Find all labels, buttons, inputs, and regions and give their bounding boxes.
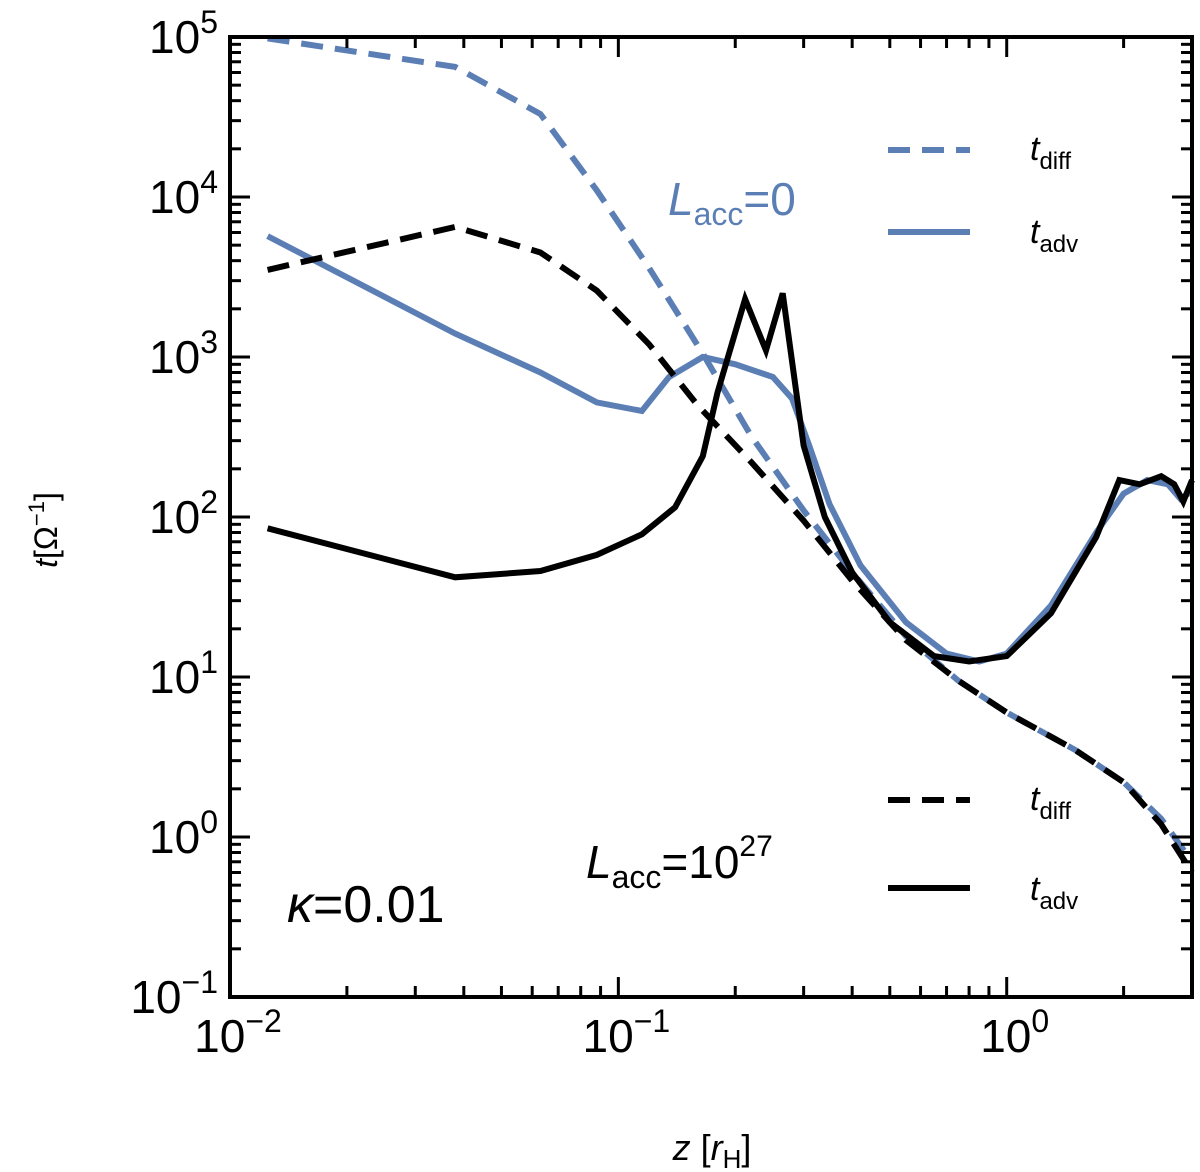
y-axis-label: t[Ω−1] xyxy=(24,492,64,568)
series-line-Lacc27-diff xyxy=(266,223,1195,875)
legend-label-diff-blue: tdiff xyxy=(1030,130,1071,175)
x-tick-label: 100 xyxy=(980,1003,1049,1062)
series-line-Lacc0-adv xyxy=(266,233,1194,665)
legend-label-diff-black: tdiff xyxy=(1030,780,1071,825)
x-axis-label: z [rH] xyxy=(672,1127,752,1172)
y-tick-label: 10−1 xyxy=(130,964,218,1023)
series-line-Lacc27-adv xyxy=(266,290,1195,665)
series-layer xyxy=(266,35,1195,875)
x-tick-label: 10−2 xyxy=(194,1003,282,1062)
y-tick-label: 100 xyxy=(149,804,218,863)
y-tick-label: 105 xyxy=(149,4,218,63)
legend-label-adv-black: tadv xyxy=(1030,870,1078,915)
annotation-lacc27: Lacc=1027 xyxy=(586,830,773,895)
y-tick-label: 102 xyxy=(149,484,218,543)
series-line-Lacc0-diff xyxy=(267,35,1195,864)
x-tick-label: 10−1 xyxy=(583,1003,671,1062)
ticks-layer xyxy=(228,35,1194,999)
annotation-kappa: κ=0.01 xyxy=(287,876,445,934)
legend-top-right: tdiff tadv xyxy=(888,130,1078,258)
y-tick-label: 104 xyxy=(149,164,218,223)
y-tick-label: 101 xyxy=(149,644,218,703)
y-tick-label: 103 xyxy=(149,324,218,383)
legend-bottom-right: tdiff tadv xyxy=(888,780,1078,915)
legend-label-adv-blue: tadv xyxy=(1030,213,1078,258)
annotation-lacc0: Lacc=0 xyxy=(668,173,796,232)
